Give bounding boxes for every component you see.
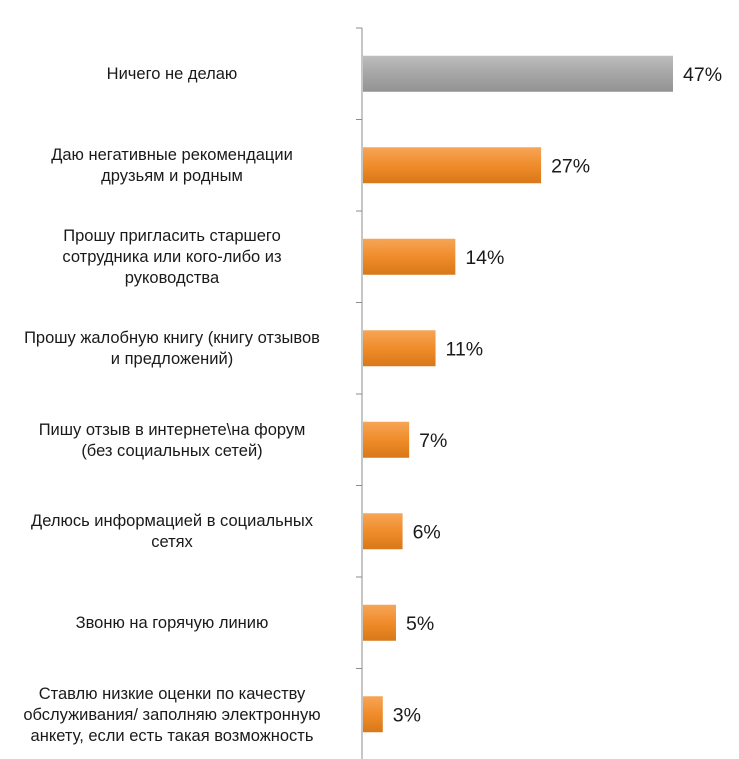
category-label-5: Делюсь информацией в социальных сетях (0, 511, 348, 553)
category-label-6: Звоню на горячую линию (0, 613, 348, 634)
bar-1 (363, 147, 542, 184)
value-label-0: 47% (683, 64, 722, 86)
bar-3 (363, 330, 436, 367)
category-label-line: руководства (124, 269, 220, 288)
value-label-4: 7% (419, 430, 447, 452)
category-label-line: и предложений) (110, 350, 234, 369)
bar-7 (363, 696, 383, 733)
bar-0 (363, 55, 673, 92)
category-label-0: Ничего не делаю (0, 64, 348, 85)
category-label-line: Прошу жалобную книгу (книгу отзывов (24, 329, 320, 348)
bar-5 (363, 513, 403, 550)
category-label-line: сотрудника или кого-либо из (62, 248, 282, 267)
category-label-line: Делюсь информацией в социальных (31, 512, 313, 531)
category-label-4: Пишу отзыв в интернете\на форум (без соци… (0, 420, 348, 462)
category-label-1: Даю негативные рекомендации друзьям и род… (0, 145, 348, 187)
category-label-line: Ничего не делаю (106, 65, 238, 84)
category-label-line: Прошу пригласить старшего (63, 227, 281, 246)
category-label-line: Пишу отзыв в интернете\на форум (38, 420, 306, 439)
value-label-6: 5% (406, 613, 434, 635)
category-label-3: Прошу жалобную книгу (книгу отзывов и пре… (0, 328, 348, 370)
category-label-line: Даю негативные рекомендации (51, 146, 293, 165)
value-label-7: 3% (393, 704, 421, 726)
bar-2 (363, 238, 456, 275)
category-label-line: Ставлю низкие оценки по качеству (38, 684, 306, 703)
bar-4 (363, 421, 410, 458)
bar-6 (363, 604, 396, 641)
category-label-7: Ставлю низкие оценки по качеству обслужив… (0, 684, 348, 747)
category-label-line: (без социальных сетей) (81, 441, 263, 460)
value-label-5: 6% (413, 521, 441, 543)
value-label-1: 27% (551, 155, 590, 177)
category-label-line: анкету, если есть такая возможность (30, 726, 314, 745)
category-label-2: Прошу пригласить старшего сотрудника или … (0, 226, 348, 289)
value-label-3: 11% (446, 338, 484, 360)
category-label-line: обслуживания/ заполняю электронную (23, 705, 321, 724)
category-label-line: друзьям и родным (101, 167, 243, 186)
category-label-line: сетях (151, 533, 193, 552)
value-label-2: 14% (465, 247, 504, 269)
category-label-line: Звоню на горячую линию (75, 614, 269, 633)
